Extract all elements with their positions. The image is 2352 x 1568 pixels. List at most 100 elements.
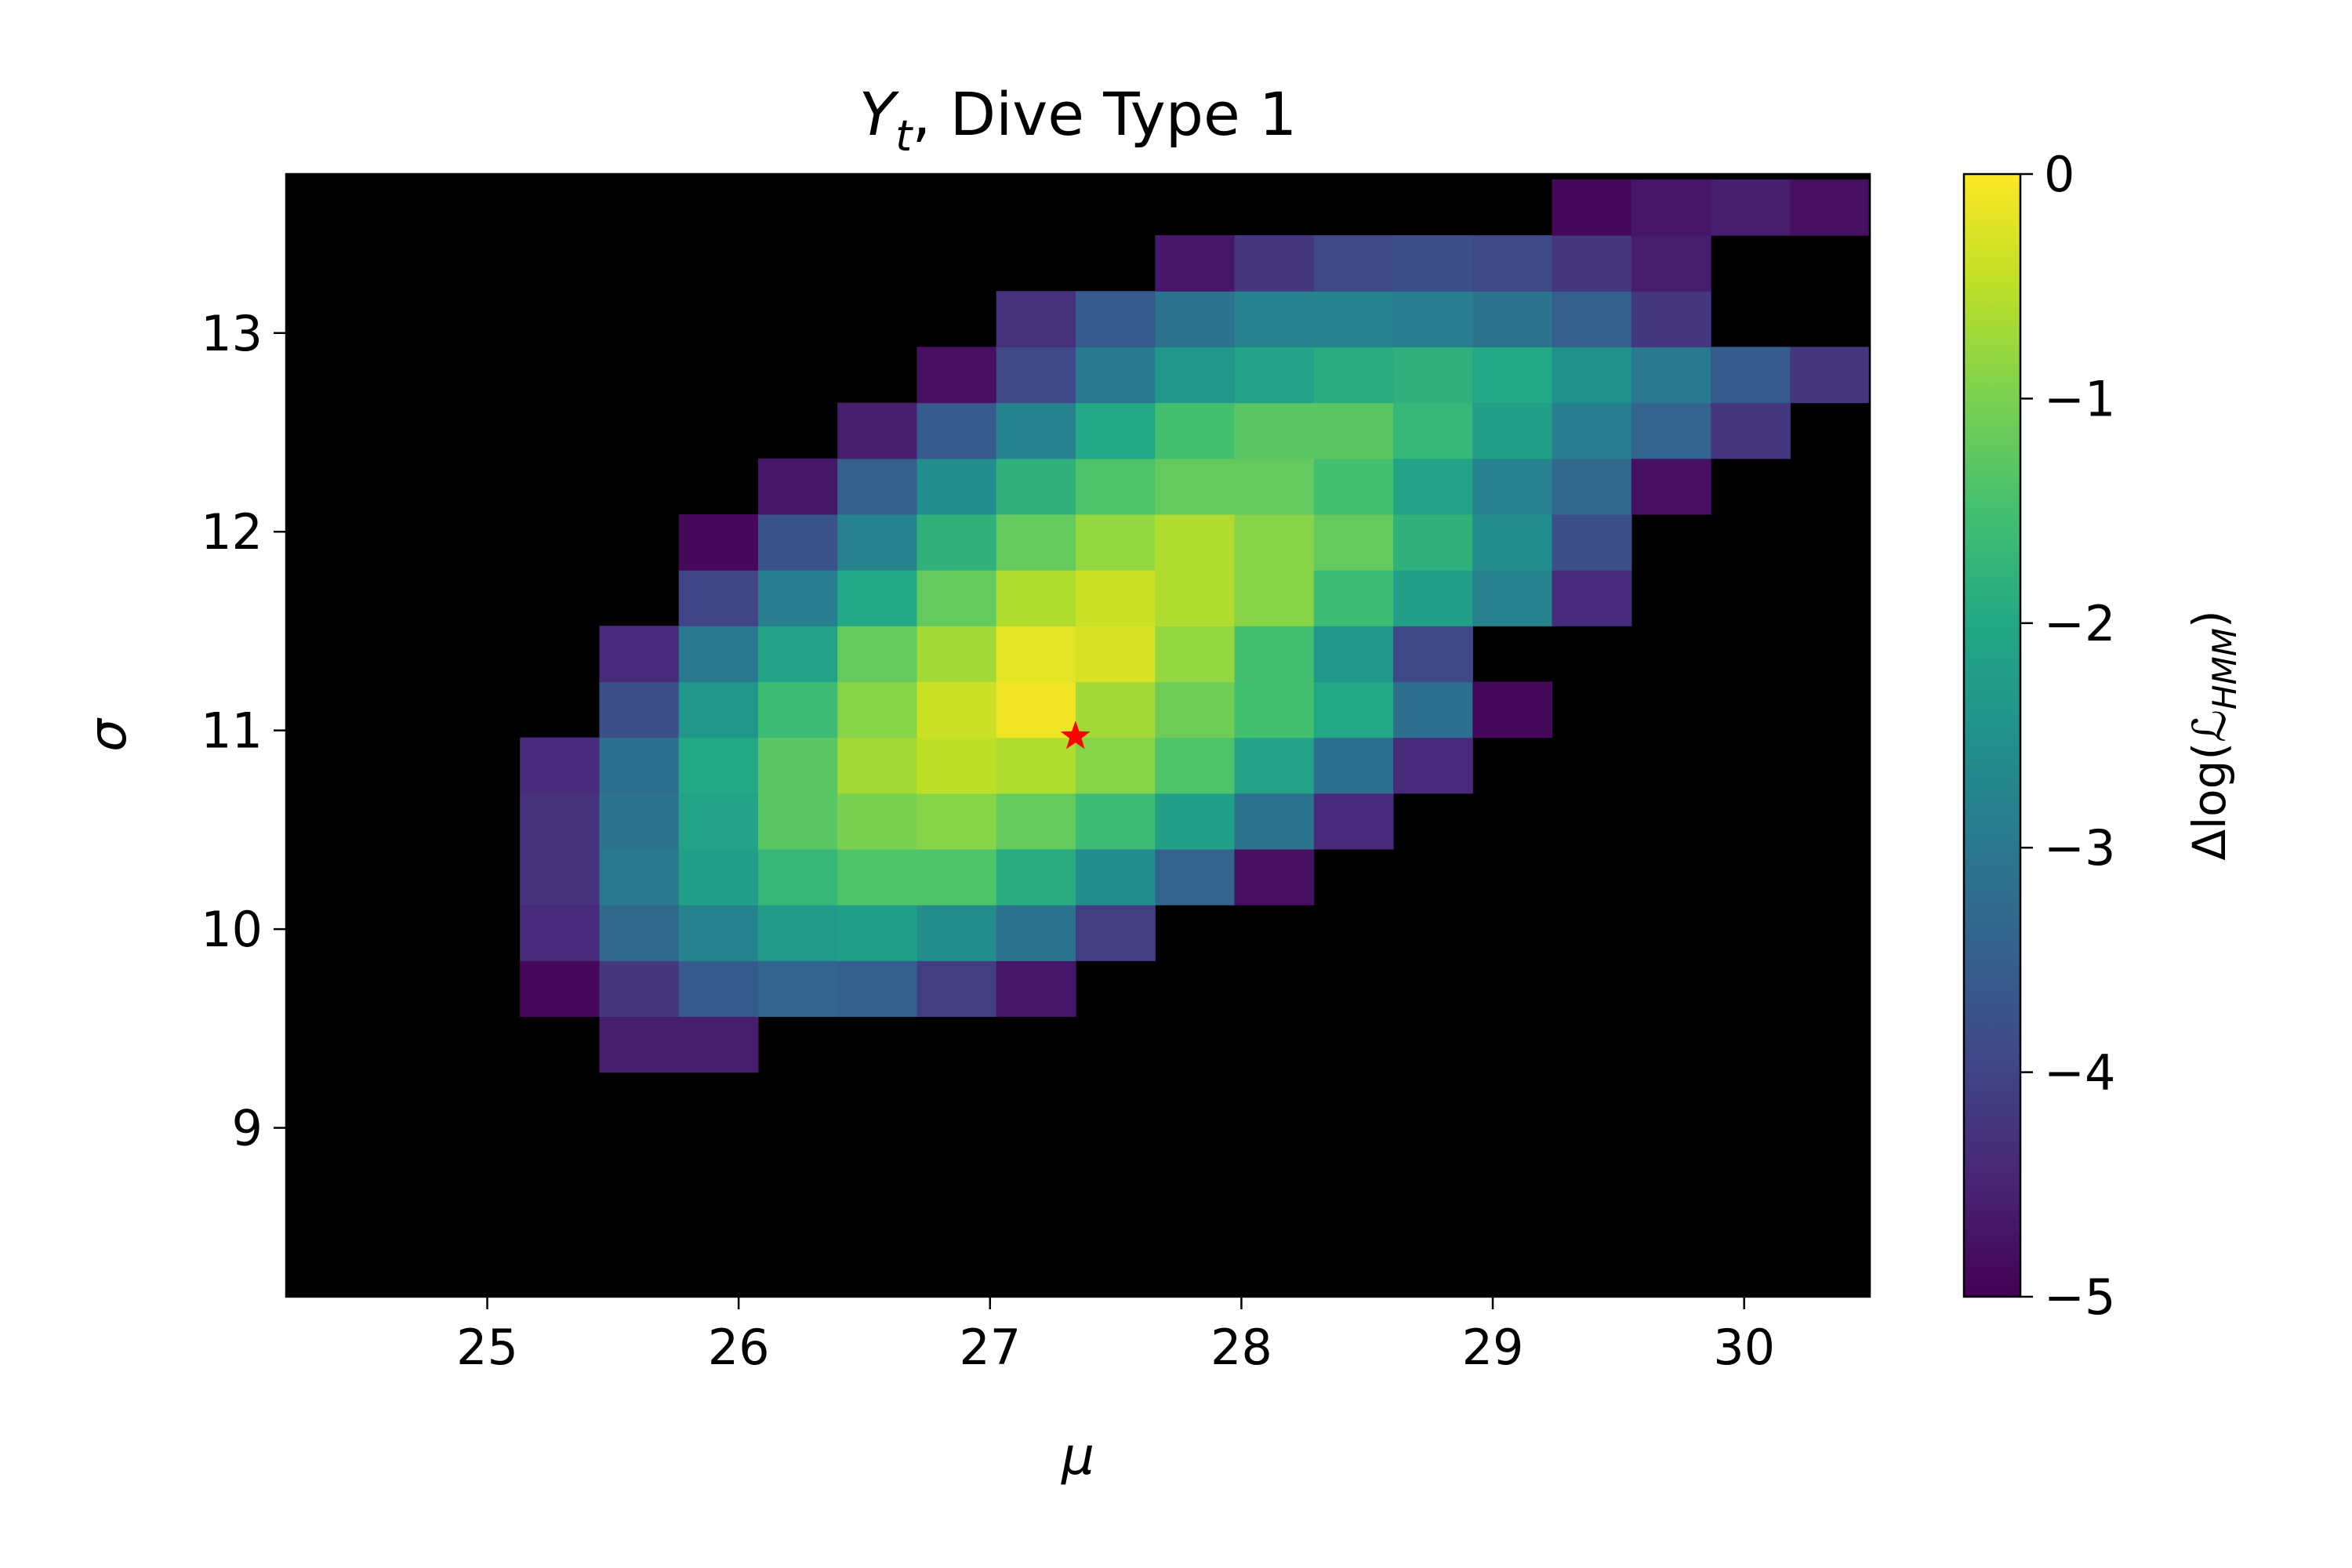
heatmap-cell [996, 737, 1076, 794]
heatmap-cell [1155, 402, 1236, 459]
heatmap-cell [678, 905, 759, 961]
heatmap-cells [520, 179, 1871, 1073]
heatmap-cell [678, 626, 759, 683]
heatmap-cell [599, 737, 680, 794]
heatmap-cell [1313, 793, 1394, 850]
heatmap-cell [916, 626, 997, 683]
heatmap-cell [837, 626, 918, 683]
heatmap-cell [1393, 347, 1473, 404]
heatmap-cell [1155, 514, 1236, 571]
heatmap-cell [757, 848, 838, 906]
heatmap-cell [1075, 291, 1156, 347]
heatmap-cell [996, 681, 1076, 739]
heatmap-cell [1313, 681, 1394, 739]
heatmap-cell [1313, 291, 1394, 347]
heatmap-cell [757, 458, 838, 515]
y-tick-label: 12 [201, 503, 263, 561]
heatmap-cell [1075, 905, 1156, 961]
heatmap-cell [996, 347, 1076, 404]
heatmap-cell [1711, 402, 1791, 459]
heatmap-cell [1313, 514, 1394, 571]
heatmap-cell [996, 793, 1076, 850]
heatmap-cell [1631, 235, 1711, 292]
colorbar-tick-label: −4 [2044, 1044, 2115, 1102]
y-tick-label: 9 [232, 1100, 263, 1157]
heatmap-cell [1313, 737, 1394, 794]
heatmap-cell [757, 570, 838, 626]
heatmap-cell [1234, 402, 1315, 459]
heatmap-cell [837, 458, 918, 515]
heatmap-cell [1075, 793, 1156, 850]
heatmap-cell [916, 960, 997, 1018]
heatmap-cell [678, 793, 759, 850]
x-tick-label: 26 [708, 1319, 770, 1376]
heatmap-cell [1155, 235, 1236, 292]
colorbar-tick-label: −1 [2044, 370, 2115, 427]
heatmap-cell [1552, 347, 1632, 404]
heatmap-cell [1393, 737, 1473, 794]
heatmap-cell [599, 848, 680, 906]
heatmap-cell [1552, 458, 1632, 515]
heatmap-cell [1313, 235, 1394, 292]
heatmap-cell [996, 402, 1076, 459]
heatmap-cell [1472, 347, 1553, 404]
x-axis-label: μ [1061, 1426, 1094, 1486]
heatmap-cell [916, 570, 997, 626]
plot-area [285, 172, 1871, 1298]
heatmap-cell [1552, 402, 1632, 459]
heatmap-cell [599, 1016, 680, 1073]
heatmap-cell [1393, 681, 1473, 739]
heatmap-cell [520, 960, 601, 1018]
heatmap-cell [1393, 626, 1473, 683]
heatmap-cell [837, 402, 918, 459]
heatmap-cell [1393, 514, 1473, 571]
heatmap-cell [1155, 681, 1236, 739]
heatmap-cell [996, 458, 1076, 515]
y-tick-label: 10 [201, 901, 263, 958]
heatmap-cell [1711, 179, 1791, 236]
heatmap-cell [916, 681, 997, 739]
colorbar-gradient [1964, 174, 2020, 1297]
heatmap-cell [678, 1016, 759, 1073]
heatmap-cell [837, 514, 918, 571]
colorbar-tick-label: −3 [2044, 819, 2115, 877]
colorbar-label: Δlog(ℒHMM) [2183, 610, 2244, 860]
heatmap-cell [1552, 179, 1632, 236]
heatmap-cell [1234, 347, 1315, 404]
heatmap-cell [1075, 458, 1156, 515]
y-axis: 9 10 11 12 13 [201, 305, 286, 1157]
heatmap-cell [599, 905, 680, 961]
heatmap-cell [916, 347, 997, 404]
heatmap-cell [1155, 347, 1236, 404]
heatmap-cell [1552, 514, 1632, 571]
heatmap-cell [916, 905, 997, 961]
heatmap-cell [916, 793, 997, 850]
heatmap-cell [1631, 179, 1711, 236]
heatmap-cell [1234, 793, 1315, 850]
x-tick-label: 30 [1713, 1319, 1775, 1376]
colorbar-tick-label: 0 [2044, 146, 2074, 203]
heatmap-cell [757, 626, 838, 683]
colorbar-ticks: 0 −1 −2 −3 −4 −5 [2020, 146, 2115, 1326]
heatmap-cell [520, 793, 601, 850]
heatmap-cell [837, 737, 918, 794]
heatmap-cell [678, 960, 759, 1018]
heatmap-cell [1155, 737, 1236, 794]
heatmap-cell [757, 905, 838, 961]
heatmap-cell [996, 570, 1076, 626]
heatmap-cell [916, 514, 997, 571]
heatmap-cell [678, 514, 759, 571]
heatmap-cell [757, 737, 838, 794]
x-tick-label: 29 [1462, 1319, 1524, 1376]
heatmap-cell [1472, 458, 1553, 515]
heatmap-cell [1075, 737, 1156, 794]
heatmap-cell [1075, 402, 1156, 459]
heatmap-cell [1552, 235, 1632, 292]
heatmap-cell [678, 570, 759, 626]
heatmap-cell [520, 905, 601, 961]
heatmap-cell [837, 960, 918, 1018]
heatmap-cell [1472, 570, 1553, 626]
heatmap-cell [996, 626, 1076, 683]
heatmap-cell [1631, 291, 1711, 347]
heatmap-cell [678, 681, 759, 739]
